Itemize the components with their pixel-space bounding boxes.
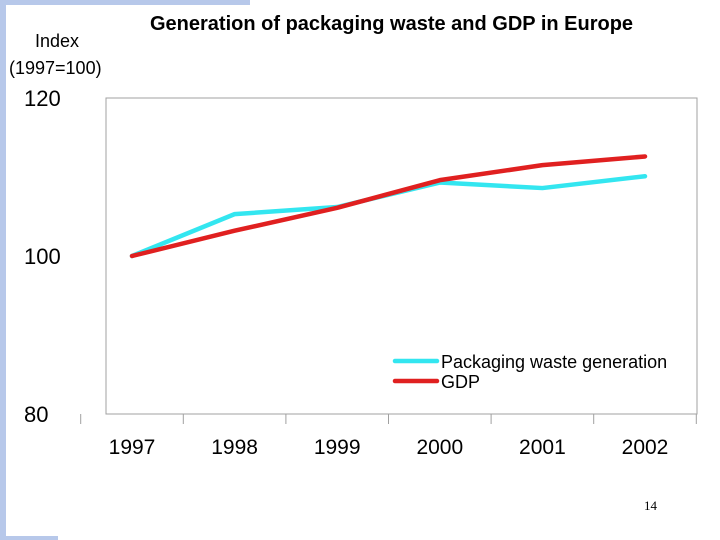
y-tick-label: 80 xyxy=(24,402,48,427)
top-accent-bar xyxy=(0,0,250,5)
y-axis-label: Index xyxy=(35,31,80,51)
y-axis: 80 100 120 xyxy=(24,86,61,427)
y-axis-label-base: (1997=100) xyxy=(9,58,102,78)
x-tick-label: 2002 xyxy=(622,436,669,459)
x-tick-label: 1997 xyxy=(109,436,156,459)
legend-label: Packaging waste generation xyxy=(441,352,667,372)
x-tick-label: 1999 xyxy=(314,436,361,459)
y-tick-label: 100 xyxy=(24,244,61,269)
x-axis: 1997 1998 1999 2000 2001 2002 xyxy=(80,414,697,459)
series-line-gdp xyxy=(129,154,648,259)
chart-title: Generation of packaging waste and GDP in… xyxy=(150,13,634,35)
left-accent-bar xyxy=(0,0,6,540)
x-tick-label: 2001 xyxy=(519,436,566,459)
x-tick-label: 1998 xyxy=(211,436,258,459)
bottom-accent-strip xyxy=(0,536,58,540)
series-lines xyxy=(129,154,648,259)
y-tick-label: 120 xyxy=(24,86,61,111)
legend-label: GDP xyxy=(441,372,480,392)
page-number: 14 xyxy=(644,498,657,513)
x-tick-label: 2000 xyxy=(416,436,463,459)
